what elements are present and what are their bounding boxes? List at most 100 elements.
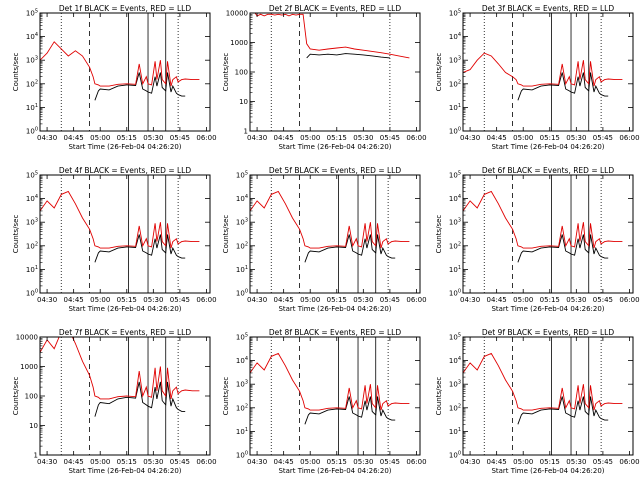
y-tick-label: 10000 xyxy=(16,334,38,342)
y-tick-exponent: 1 xyxy=(245,265,248,271)
y-tick-exponent: 5 xyxy=(458,171,461,177)
panel-title: Det 1f BLACK = Events, RED = LLD xyxy=(59,4,192,13)
x-axis-label: Start Time (26-Feb-04 04:26:20) xyxy=(278,143,391,151)
y-tick-label: 104 xyxy=(449,356,461,365)
y-tick-label: 105 xyxy=(449,9,461,18)
y-tick-exponent: 2 xyxy=(35,79,38,85)
chart-panel: 04:30 04:45 05:00 05:15 05:30 05:45 06:0010010… xyxy=(222,166,427,313)
x-tick-label: 06:00 xyxy=(406,134,426,142)
y-tick-label: 105 xyxy=(236,333,248,342)
x-tick-label: 05:30 xyxy=(566,458,586,466)
plot-frame xyxy=(39,174,211,294)
series-lld xyxy=(250,190,410,249)
chart-panel: 04:30 04:45 05:00 05:15 05:30 05:45 06:0010010… xyxy=(12,166,217,313)
y-tick-label: 100 xyxy=(449,127,461,136)
x-axis-label: Start Time (26-Feb-04 04:26:20) xyxy=(491,143,604,151)
y-tick-exponent: 2 xyxy=(35,241,38,247)
plot-frame xyxy=(462,174,634,294)
x-tick-label: 05:45 xyxy=(170,458,190,466)
panel-title: Det 9f BLACK = Events, RED = LLD xyxy=(482,328,615,337)
chart-panel: 04:30 04:45 05:00 05:15 05:30 05:45 06:00 1 10 10… xyxy=(222,4,427,151)
panel-title: Det 5f BLACK = Events, RED = LLD xyxy=(269,166,402,175)
y-tick-exponent: 5 xyxy=(35,9,38,15)
y-tick-label: 101 xyxy=(236,265,248,274)
y-tick-label: 101 xyxy=(449,103,461,112)
x-tick-label: 05:00 xyxy=(300,458,320,466)
chart-panel: 04:30 04:45 05:00 05:15 05:30 05:45 06:0010010… xyxy=(12,4,217,151)
x-tick-label: 05:45 xyxy=(380,458,400,466)
x-tick-label: 05:15 xyxy=(117,458,137,466)
y-tick-exponent: 2 xyxy=(458,403,461,409)
x-tick-label: 05:30 xyxy=(143,134,163,142)
y-tick-label: 102 xyxy=(236,403,248,412)
y-axis-label: Counts/sec xyxy=(222,53,230,92)
x-tick-label: 05:45 xyxy=(380,296,400,304)
y-tick-label: 103 xyxy=(236,218,248,227)
y-tick-exponent: 3 xyxy=(458,218,461,224)
x-tick-label: 05:30 xyxy=(566,134,586,142)
x-tick-label: 06:00 xyxy=(619,458,639,466)
y-tick-label: 102 xyxy=(449,79,461,88)
y-tick-label: 103 xyxy=(26,218,38,227)
y-tick-exponent: 0 xyxy=(35,127,38,133)
y-tick-exponent: 2 xyxy=(458,241,461,247)
chart-panel: 04:30 04:45 05:00 05:15 05:30 05:45 06:00 1 10 10… xyxy=(12,328,217,475)
x-tick-label: 04:30 xyxy=(247,296,267,304)
x-tick-label: 05:00 xyxy=(513,134,533,142)
x-tick-label: 04:30 xyxy=(247,458,267,466)
y-tick-label: 100 xyxy=(235,69,248,77)
y-tick-label: 103 xyxy=(26,56,38,65)
y-tick-label: 102 xyxy=(449,403,461,412)
series-lld xyxy=(250,352,410,411)
x-axis-label: Start Time (26-Feb-04 04:26:20) xyxy=(68,305,181,313)
y-tick-label: 10 xyxy=(29,422,38,430)
y-tick-label: 10000 xyxy=(226,10,248,18)
y-axis-label: Counts/sec xyxy=(12,53,20,92)
x-tick-label: 05:45 xyxy=(593,458,613,466)
x-tick-label: 04:45 xyxy=(274,296,294,304)
x-tick-label: 05:15 xyxy=(327,458,347,466)
series-lld xyxy=(40,41,200,87)
x-tick-label: 06:00 xyxy=(196,458,216,466)
plot-frame xyxy=(39,12,211,132)
x-tick-label: 04:30 xyxy=(37,296,57,304)
x-axis-label: Start Time (26-Feb-04 04:26:20) xyxy=(68,467,181,475)
x-tick-label: 05:30 xyxy=(566,296,586,304)
y-tick-label: 100 xyxy=(449,289,461,298)
y-tick-exponent: 1 xyxy=(35,103,38,109)
x-tick-label: 04:45 xyxy=(487,296,507,304)
y-tick-label: 101 xyxy=(26,265,38,274)
y-tick-exponent: 3 xyxy=(35,56,38,62)
x-tick-label: 05:00 xyxy=(300,134,320,142)
x-tick-label: 05:15 xyxy=(540,458,560,466)
x-tick-label: 05:15 xyxy=(117,134,137,142)
y-tick-label: 103 xyxy=(449,218,461,227)
y-tick-exponent: 3 xyxy=(458,56,461,62)
y-tick-exponent: 0 xyxy=(458,451,461,457)
x-tick-label: 04:45 xyxy=(64,458,84,466)
y-tick-exponent: 1 xyxy=(458,103,461,109)
y-tick-label: 101 xyxy=(449,265,461,274)
x-axis-label: Start Time (26-Feb-04 04:26:20) xyxy=(278,467,391,475)
y-tick-exponent: 5 xyxy=(245,171,248,177)
y-tick-label: 104 xyxy=(26,194,38,203)
x-tick-label: 04:30 xyxy=(460,296,480,304)
y-tick-label: 102 xyxy=(26,241,38,250)
series-events xyxy=(304,234,396,263)
y-tick-exponent: 4 xyxy=(245,194,248,200)
chart-panel: 04:30 04:45 05:00 05:15 05:30 05:45 06:0010010… xyxy=(222,328,427,475)
y-tick-exponent: 4 xyxy=(35,194,38,200)
y-tick-label: 104 xyxy=(26,32,38,41)
x-tick-label: 06:00 xyxy=(619,134,639,142)
y-tick-label: 104 xyxy=(236,194,248,203)
y-tick-exponent: 4 xyxy=(245,356,248,362)
x-axis-label: Start Time (26-Feb-04 04:26:20) xyxy=(278,305,391,313)
y-tick-label: 102 xyxy=(26,79,38,88)
chart-panel: 04:30 04:45 05:00 05:15 05:30 05:45 06:0010010… xyxy=(435,328,640,475)
plot-frame xyxy=(462,12,634,132)
y-tick-label: 100 xyxy=(25,393,38,401)
y-tick-exponent: 1 xyxy=(245,427,248,433)
y-tick-exponent: 5 xyxy=(35,171,38,177)
y-tick-label: 100 xyxy=(26,289,38,298)
